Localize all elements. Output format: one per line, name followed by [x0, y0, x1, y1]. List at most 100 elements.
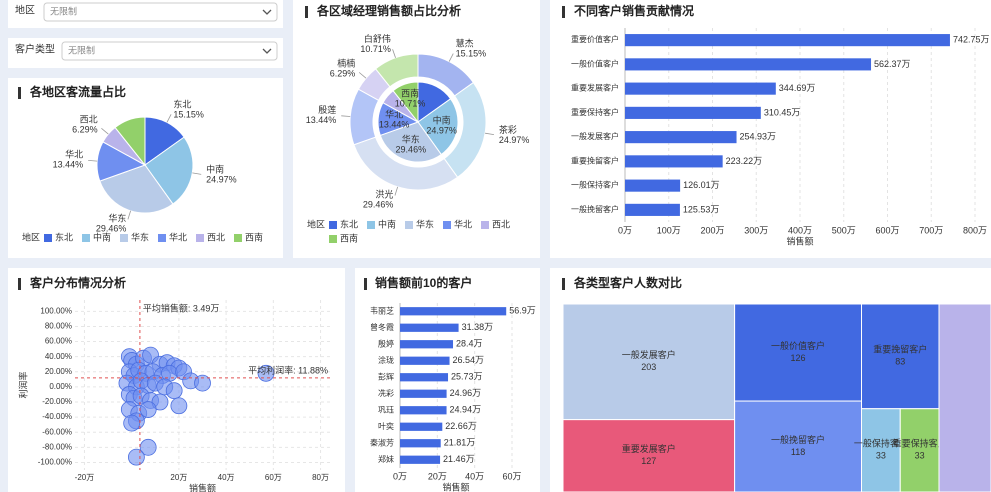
chart-title: 销售额前10的客户: [375, 275, 472, 290]
x-tick-label: 0万: [393, 471, 407, 481]
tile: [899, 408, 940, 492]
tile-name: 重要发展客户: [622, 443, 676, 454]
legend-swatch: [44, 234, 52, 242]
slice-value: 29.46%: [396, 144, 427, 154]
legend-label: 东北: [340, 218, 358, 229]
x-tick-label: 40万: [218, 473, 235, 482]
x-tick-label: 500万: [832, 225, 856, 235]
slice: [99, 164, 174, 214]
dropdown-value[interactable]: 无限制: [50, 5, 77, 16]
value-label: 26.54万: [453, 355, 485, 365]
point: [165, 382, 183, 400]
legend-swatch: [82, 234, 90, 242]
leader-line: [448, 53, 454, 62]
dropdown[interactable]: 无限制: [61, 41, 278, 61]
filter-label: 地区: [15, 4, 35, 17]
title-marker: [562, 278, 565, 290]
slice-value: 24.97%: [206, 175, 237, 185]
reference-label: 平均利润率: 11.88%: [248, 364, 328, 375]
y-tick-label: 一般挽留客户: [571, 204, 619, 214]
y-tick-label: 郑妹: [378, 454, 394, 464]
y-tick-label: 韦丽芝: [370, 305, 394, 315]
bar: [625, 106, 761, 119]
legend-swatch: [405, 221, 413, 229]
dropdown-box[interactable]: [61, 41, 278, 61]
dropdown-box[interactable]: [43, 2, 278, 22]
y-tick-label: 一般发展客户: [571, 131, 619, 141]
dropdown-value[interactable]: 无限制: [68, 44, 95, 55]
x-axis-label: 销售额: [189, 482, 216, 492]
slice-value: 13.44%: [306, 115, 337, 125]
legend-swatch: [196, 234, 204, 242]
leader-line: [358, 72, 367, 79]
bar: [625, 155, 723, 168]
x-tick-label: -20万: [75, 473, 95, 482]
slice-value: 10.71%: [360, 44, 391, 54]
y-tick-label: 冼彩: [378, 388, 394, 398]
legend-swatch: [234, 234, 242, 242]
slice-value: 6.29%: [72, 124, 98, 134]
bar: [400, 439, 441, 448]
x-tick-label: 60万: [502, 471, 521, 481]
tile-name: 重要保持客户: [893, 438, 947, 449]
leader-line: [394, 186, 399, 196]
point: [170, 397, 188, 415]
slice-name: 殷莲: [318, 104, 336, 115]
chart-title: 不同客户销售贡献情况: [574, 3, 694, 18]
bar: [625, 82, 776, 95]
dropdown[interactable]: 无限制: [43, 2, 278, 22]
slice-value: 6.29%: [330, 69, 356, 79]
y-tick-label: 秦淑芳: [370, 437, 394, 447]
value-label: 24.94万: [450, 405, 482, 415]
value-label: 56.9万: [509, 306, 536, 316]
x-tick-label: 400万: [788, 225, 812, 235]
y-tick-label: 巩珏: [378, 405, 394, 414]
legend-label: 中南: [378, 218, 396, 229]
bar: [400, 406, 447, 415]
slice-value: 15.15%: [456, 48, 487, 58]
leader-line: [392, 49, 396, 58]
slice: [114, 116, 146, 167]
y-tick-label: 彭辉: [378, 371, 394, 381]
tile-name: 一般挽留客户: [771, 434, 825, 445]
chart-title: 各区域经理销售额占比分析: [316, 3, 461, 18]
y-tick-label: 重要保持客户: [571, 107, 619, 117]
legend-label: 东北: [55, 231, 73, 242]
point: [257, 364, 275, 382]
slice: [379, 121, 442, 163]
legend-swatch: [329, 221, 337, 229]
y-tick-label: 20.00%: [45, 367, 72, 376]
x-tick-label: 700万: [919, 225, 943, 235]
legend-swatch: [481, 221, 489, 229]
y-tick-label: -40.00%: [42, 412, 72, 421]
slice-name: 洪光: [375, 189, 393, 200]
legend-label: 西北: [492, 219, 510, 229]
slice-name: 华东: [402, 133, 420, 144]
x-tick-label: 800万: [963, 225, 987, 235]
y-tick-label: 曾冬霞: [370, 322, 394, 332]
tile-name: 一般价值客户: [771, 340, 825, 351]
slice-name: 茶彩: [499, 124, 517, 135]
title-marker: [18, 87, 21, 99]
tile: [562, 419, 736, 492]
slice-name: 中南: [433, 114, 451, 125]
bar: [625, 58, 872, 71]
y-tick-label: 重要发展客户: [571, 83, 619, 93]
tile-value: 118: [791, 447, 805, 457]
leader-line: [341, 115, 351, 117]
chevron[interactable]: [262, 48, 272, 54]
tile-name: 一般保持客户: [854, 438, 908, 449]
tile-value: 83: [895, 357, 905, 367]
chevron[interactable]: [262, 9, 272, 15]
point: [194, 374, 211, 392]
x-axis-label: 销售额: [442, 481, 469, 492]
tile-value: 126: [791, 353, 806, 363]
tile: [938, 303, 991, 492]
bar: [400, 356, 450, 365]
slice-name: 东北: [173, 98, 191, 109]
slice-name: 慧杰: [456, 37, 474, 48]
legend-swatch: [443, 221, 451, 229]
title-marker: [305, 6, 308, 18]
bar: [400, 323, 459, 332]
